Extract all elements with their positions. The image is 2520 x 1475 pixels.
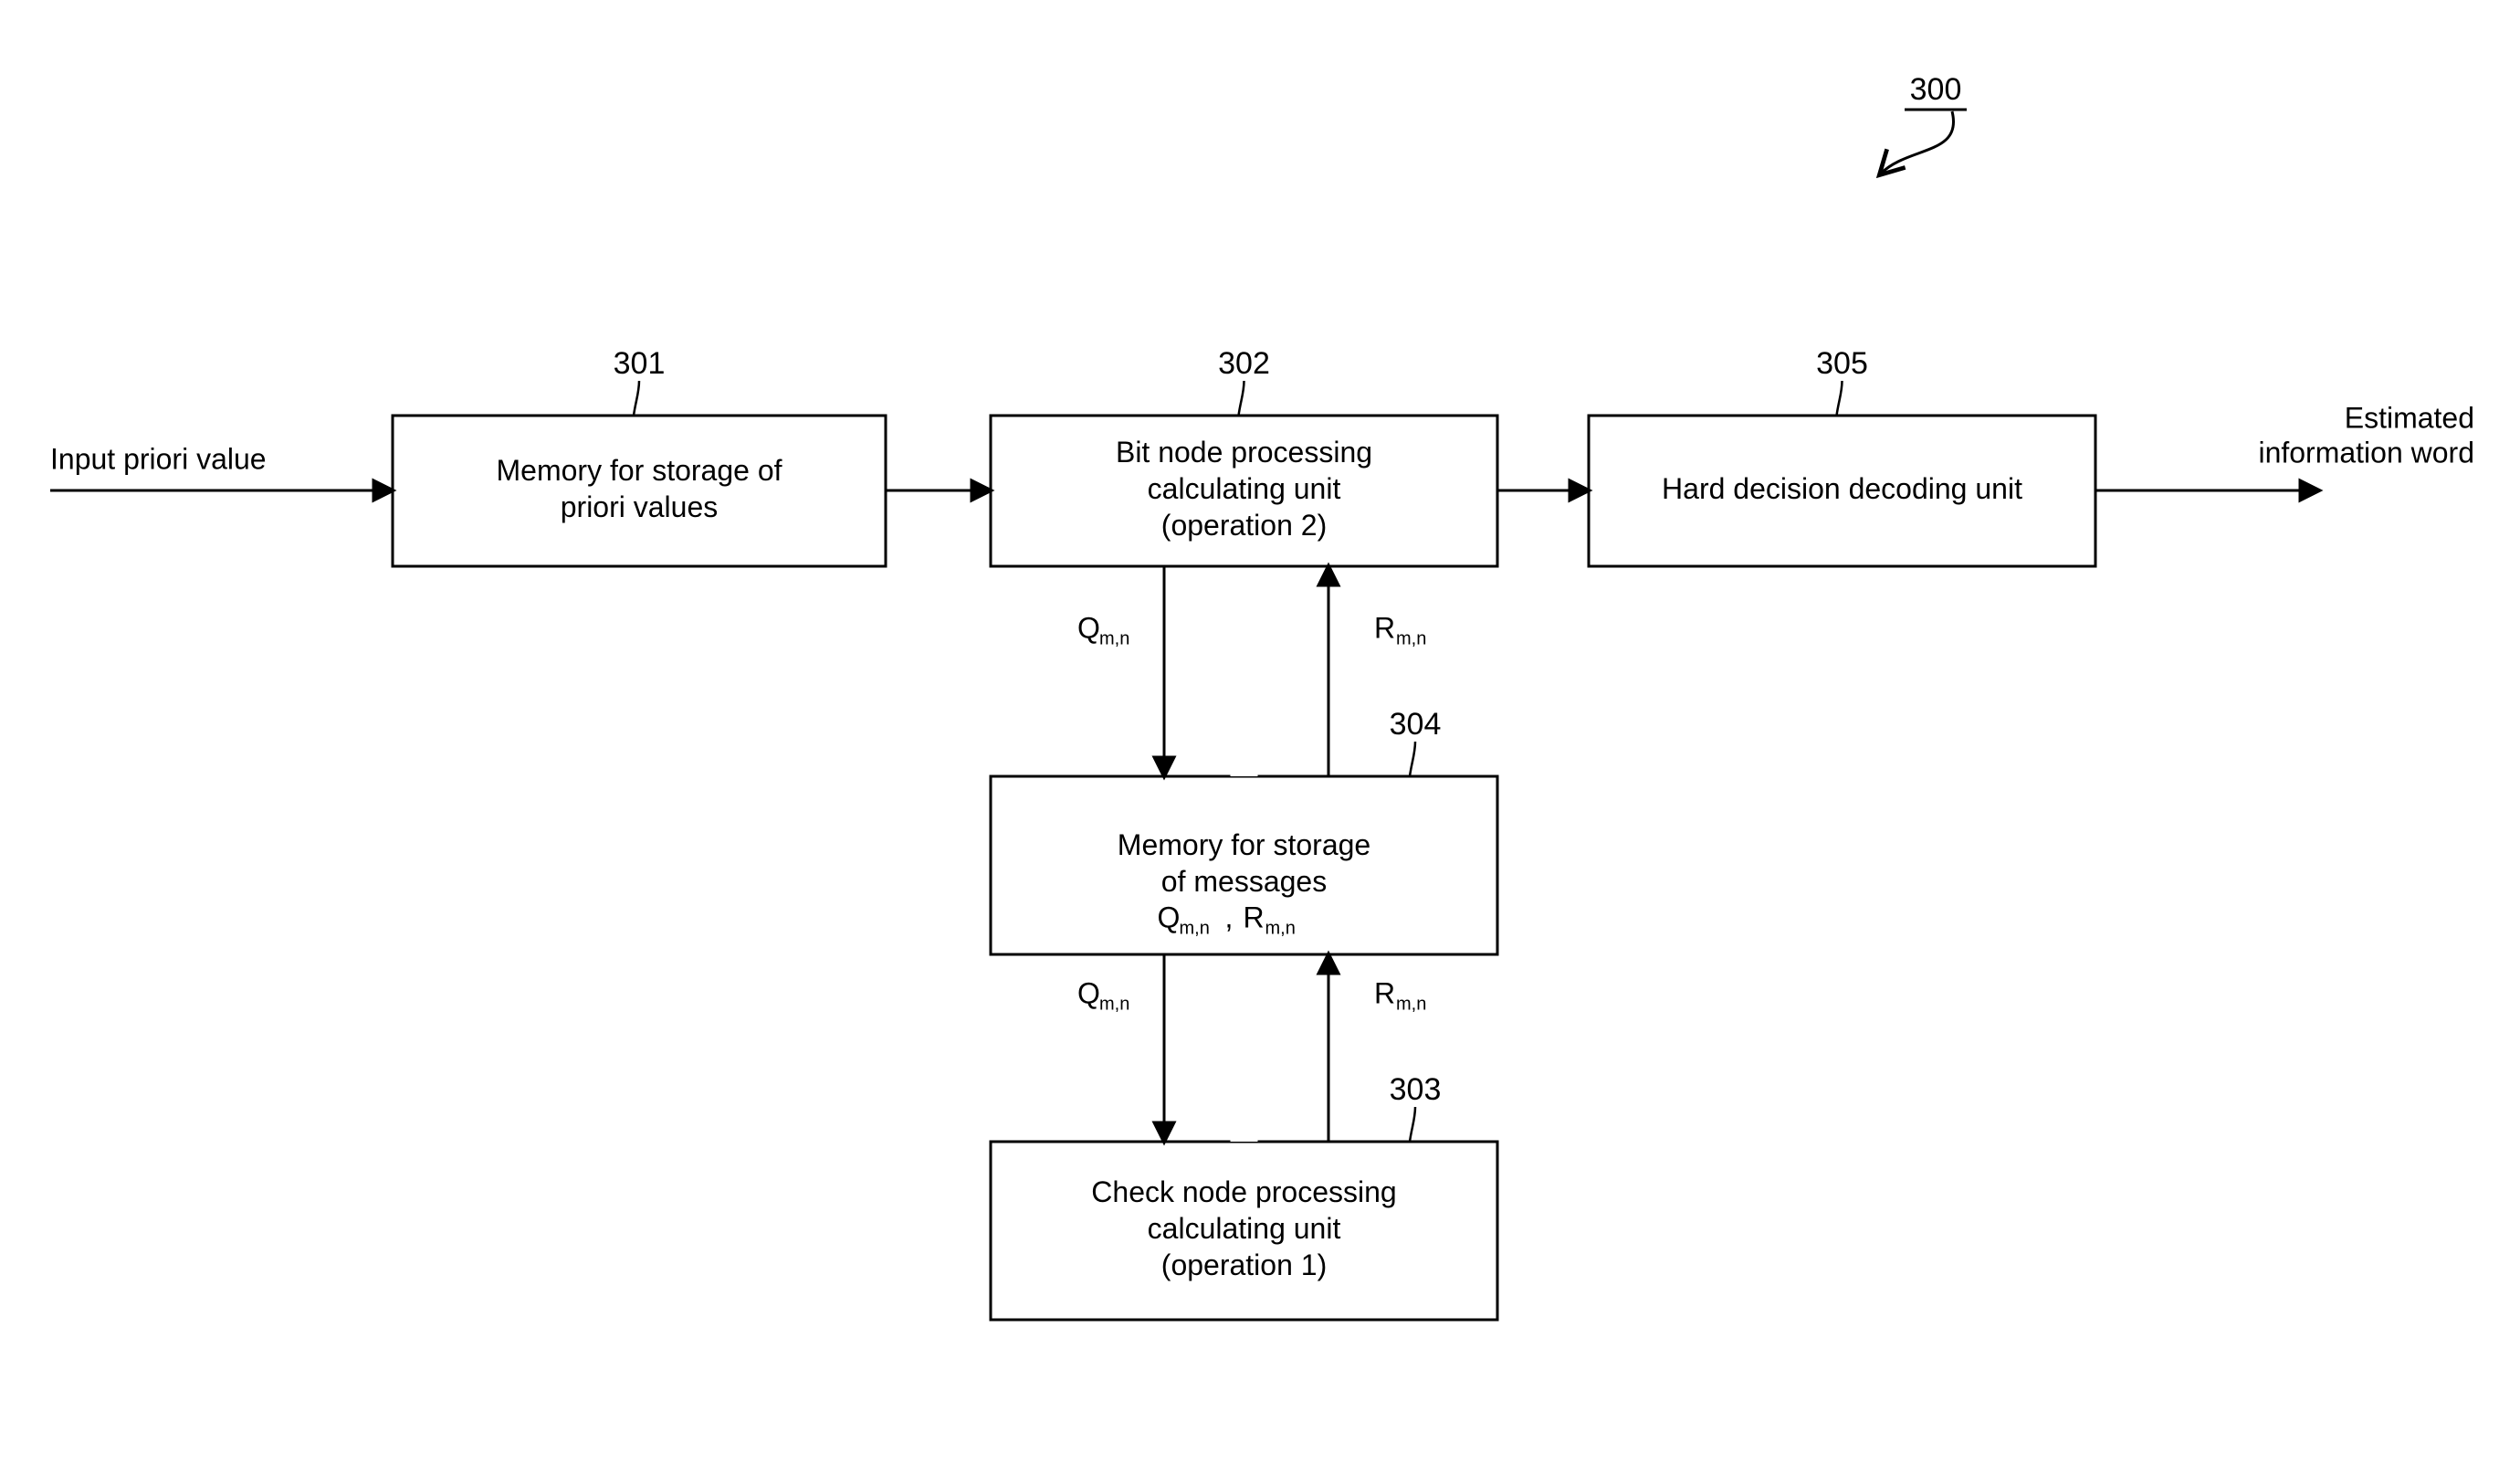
svg-text:m,n: m,n [1396, 994, 1426, 1014]
svg-text:information word: information word [2258, 436, 2474, 469]
svg-text:m,n: m,n [1396, 628, 1426, 648]
svg-text:Memory for storage: Memory for storage [1118, 828, 1370, 861]
svg-text:301: 301 [614, 346, 666, 381]
svg-text:calculating unit: calculating unit [1148, 1212, 1341, 1245]
svg-text:Input priori value: Input priori value [50, 442, 267, 475]
svg-text:Estimated: Estimated [2345, 401, 2474, 434]
svg-text:calculating unit: calculating unit [1148, 472, 1341, 505]
svg-text:Q: Q [1077, 611, 1100, 644]
svg-text:m,n: m,n [1265, 918, 1296, 938]
svg-text:304: 304 [1390, 707, 1442, 742]
svg-text:Bit node processing: Bit node processing [1116, 436, 1372, 469]
svg-text:Check node processing: Check node processing [1091, 1175, 1396, 1208]
svg-text:m,n: m,n [1180, 918, 1210, 938]
svg-text:R: R [1374, 976, 1395, 1009]
svg-text:305: 305 [1816, 346, 1868, 381]
svg-text:(operation 1): (operation 1) [1161, 1248, 1327, 1281]
svg-text:(operation 2): (operation 2) [1161, 509, 1327, 542]
svg-text:Q: Q [1077, 976, 1100, 1009]
svg-text:priori values: priori values [561, 490, 719, 523]
svg-text:Memory for storage of: Memory for storage of [497, 454, 782, 487]
svg-text:R: R [1374, 611, 1395, 644]
svg-text:m,n: m,n [1099, 628, 1129, 648]
svg-text:,: , [1225, 901, 1234, 933]
svg-text:m,n: m,n [1099, 994, 1129, 1014]
svg-text:Hard decision decoding unit: Hard decision decoding unit [1662, 472, 2022, 505]
svg-text:300: 300 [1910, 72, 1962, 107]
svg-text:302: 302 [1218, 346, 1270, 381]
svg-text:Q: Q [1158, 901, 1181, 933]
svg-text:of messages: of messages [1161, 865, 1327, 898]
svg-text:303: 303 [1390, 1072, 1442, 1107]
svg-text:R: R [1244, 901, 1265, 933]
